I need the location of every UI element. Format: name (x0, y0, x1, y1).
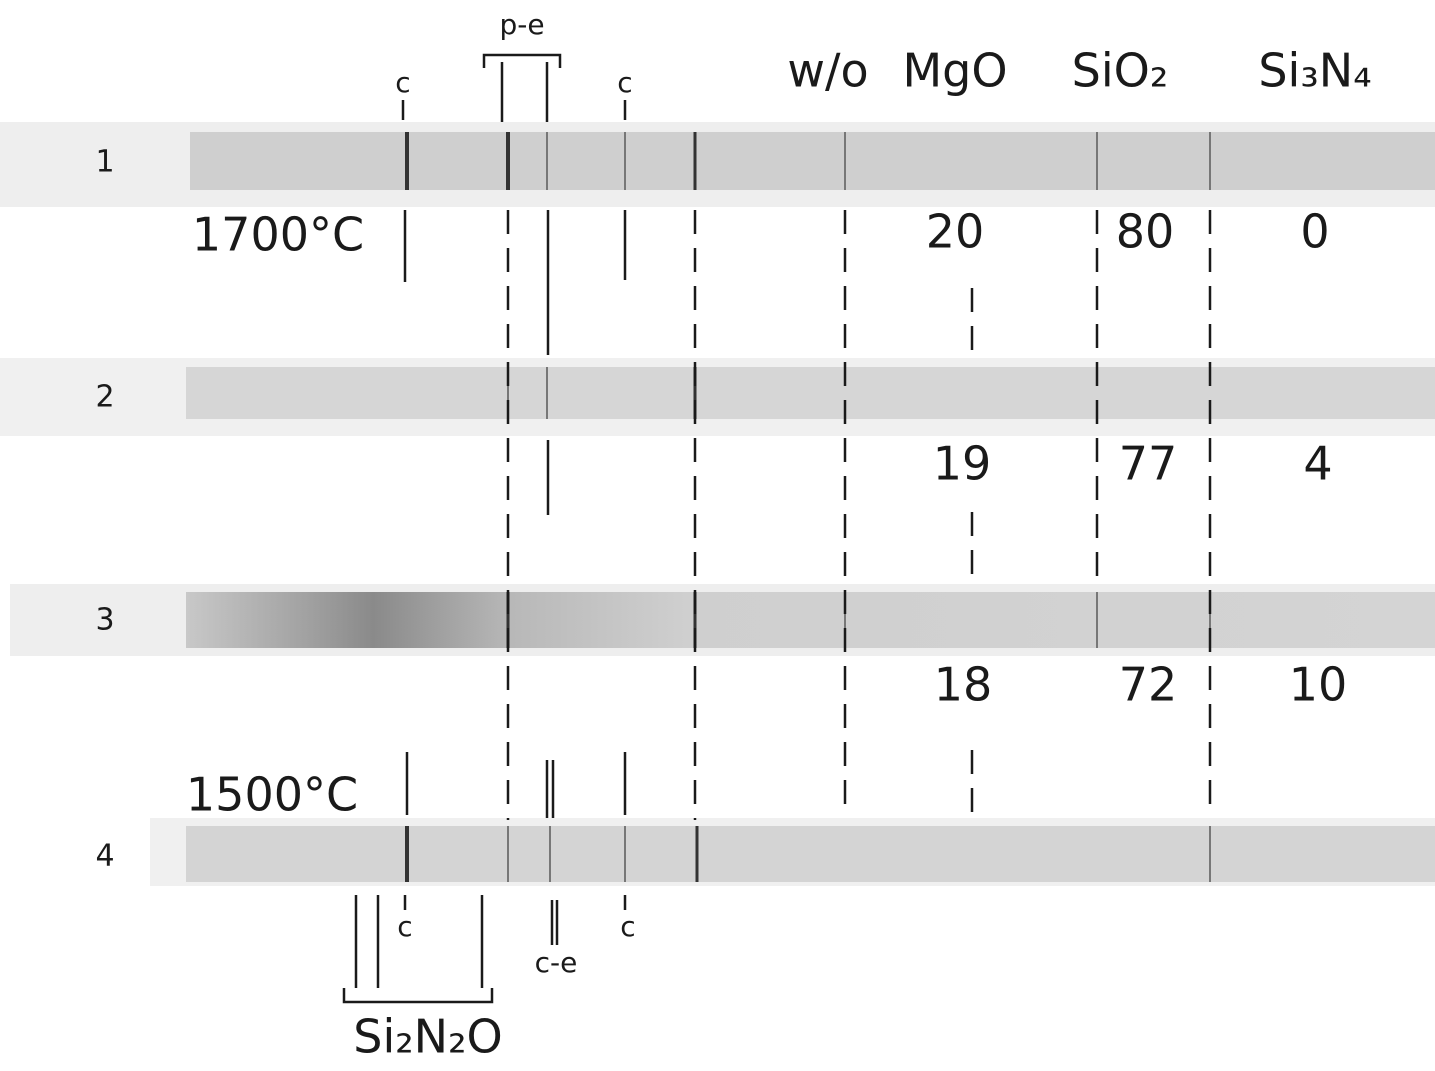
peak-label: c (397, 910, 412, 943)
temperature: 1500°C (186, 768, 358, 822)
peak-label: c (617, 66, 632, 99)
composition: 20 (926, 205, 985, 259)
phase-label: Si₂N₂O (353, 1010, 502, 1064)
peak-label: p-e (499, 8, 544, 41)
peak-label: c-e (535, 946, 578, 979)
row-number: 2 (95, 380, 114, 415)
column-header: SiO₂ (1072, 44, 1169, 98)
column-header: MgO (902, 44, 1007, 98)
diffraction-figure: p-e c c w/o MgO SiO₂ Si₃N₄ 1 2 3 4 1700°… (0, 0, 1435, 1071)
row-number: 4 (95, 839, 114, 874)
composition: 19 (933, 437, 992, 491)
column-header: Si₃N₄ (1258, 44, 1371, 98)
composition: 4 (1303, 437, 1332, 491)
diffraction-lines (407, 132, 1210, 882)
composition: 18 (934, 658, 993, 712)
peak-label: c (620, 910, 635, 943)
composition: 10 (1289, 658, 1348, 712)
temperature: 1700°C (192, 208, 364, 262)
composition: 77 (1119, 437, 1178, 491)
column-header: w/o (787, 44, 868, 98)
row-number: 3 (95, 603, 114, 638)
row-number: 1 (95, 145, 114, 180)
composition: 72 (1119, 658, 1178, 712)
composition: 80 (1116, 205, 1175, 259)
composition: 0 (1300, 205, 1329, 259)
peak-label: c (395, 66, 410, 99)
